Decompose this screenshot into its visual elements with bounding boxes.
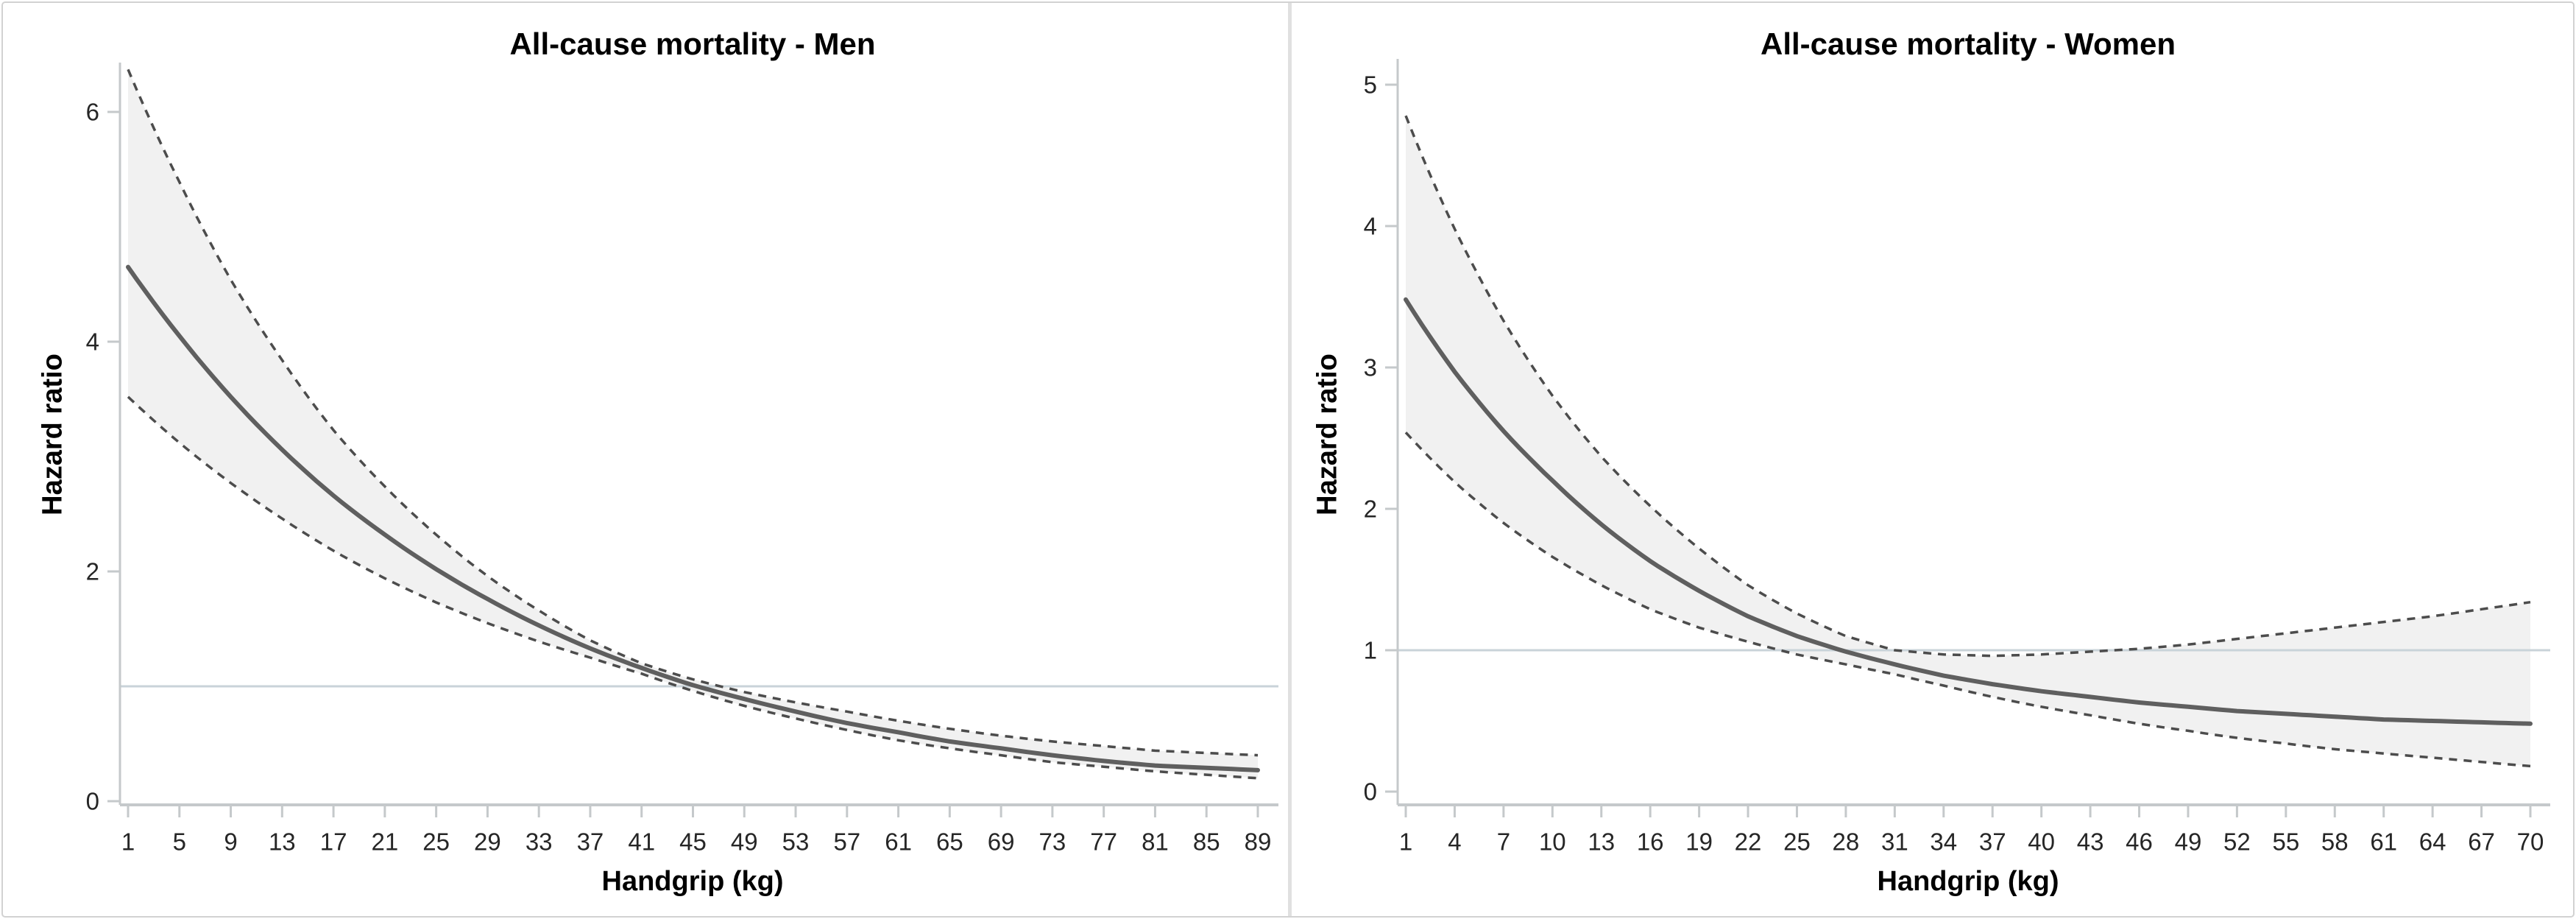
x-tick-label: 77 bbox=[1090, 828, 1117, 856]
x-axis-label-women: Handgrip (kg) bbox=[1877, 866, 2059, 897]
chart-title-men: All-cause mortality - Men bbox=[509, 27, 876, 61]
x-tick-label: 43 bbox=[2077, 828, 2104, 856]
y-tick-label: 3 bbox=[1364, 354, 1377, 381]
x-tick-label: 85 bbox=[1193, 828, 1220, 856]
x-tick-label: 1 bbox=[1399, 828, 1412, 856]
x-tick-label: 37 bbox=[1979, 828, 2006, 856]
x-tick-label: 34 bbox=[1930, 828, 1957, 856]
x-tick-label: 55 bbox=[2272, 828, 2299, 856]
y-axis-label-men: Hazard ratio bbox=[37, 353, 68, 515]
y-tick-label: 6 bbox=[86, 99, 99, 126]
y-tick-label: 2 bbox=[86, 558, 99, 585]
x-tick-label: 40 bbox=[2028, 828, 2055, 856]
x-tick-label: 16 bbox=[1637, 828, 1664, 856]
x-tick-label: 69 bbox=[988, 828, 1015, 856]
y-tick-label: 0 bbox=[1364, 778, 1377, 806]
x-tick-label: 22 bbox=[1735, 828, 1762, 856]
y-axis-label-women: Hazard ratio bbox=[1312, 353, 1343, 515]
y-tick-label: 4 bbox=[86, 328, 99, 356]
chart-title-women: All-cause mortality - Women bbox=[1760, 27, 2176, 61]
upper-ci-curve bbox=[1404, 115, 2531, 658]
x-tick-label: 41 bbox=[628, 828, 655, 856]
x-tick-label: 57 bbox=[833, 828, 860, 856]
x-tick-label: 52 bbox=[2223, 828, 2251, 856]
lower-ci-curve bbox=[127, 395, 1259, 780]
x-tick-label: 13 bbox=[1588, 828, 1615, 856]
x-tick-label: 19 bbox=[1685, 828, 1713, 856]
y-tick-label: 2 bbox=[1364, 496, 1377, 523]
x-tick-label: 31 bbox=[1881, 828, 1908, 856]
x-tick-label: 70 bbox=[2517, 828, 2544, 856]
hazard-ratio-curve bbox=[126, 264, 1260, 772]
x-tick-label: 4 bbox=[1448, 828, 1461, 856]
confidence-band bbox=[1406, 116, 2530, 767]
x-tick-label: 29 bbox=[474, 828, 501, 856]
y-tick-label: 1 bbox=[1364, 637, 1377, 664]
x-tick-label: 73 bbox=[1039, 828, 1066, 856]
x-tick-label: 33 bbox=[526, 828, 553, 856]
upper-ci-curve bbox=[127, 68, 1259, 757]
x-tick-label: 61 bbox=[885, 828, 912, 856]
x-tick-label: 9 bbox=[224, 828, 237, 856]
x-tick-label: 28 bbox=[1833, 828, 1860, 856]
x-tick-label: 21 bbox=[372, 828, 399, 856]
x-tick-label: 37 bbox=[577, 828, 604, 856]
x-tick-label: 65 bbox=[936, 828, 963, 856]
x-tick-label: 61 bbox=[2370, 828, 2397, 856]
x-tick-label: 5 bbox=[173, 828, 186, 856]
x-axis-label-men: Handgrip (kg) bbox=[601, 866, 784, 897]
x-tick-label: 1 bbox=[121, 828, 135, 856]
x-tick-label: 53 bbox=[782, 828, 810, 856]
x-tick-label: 25 bbox=[1783, 828, 1811, 856]
x-tick-label: 25 bbox=[422, 828, 450, 856]
x-tick-label: 81 bbox=[1142, 828, 1169, 856]
hazard-ratio-curve bbox=[1404, 297, 2533, 726]
x-tick-label: 17 bbox=[320, 828, 347, 856]
panel-divider bbox=[1288, 3, 1292, 916]
x-tick-label: 7 bbox=[1497, 828, 1510, 856]
x-tick-label: 67 bbox=[2468, 828, 2495, 856]
y-tick-label: 5 bbox=[1364, 71, 1377, 99]
x-tick-label: 49 bbox=[731, 828, 758, 856]
x-tick-label: 10 bbox=[1539, 828, 1566, 856]
x-tick-label: 13 bbox=[269, 828, 296, 856]
x-tick-label: 49 bbox=[2175, 828, 2202, 856]
x-tick-label: 45 bbox=[679, 828, 707, 856]
confidence-band bbox=[128, 69, 1258, 778]
y-tick-label: 0 bbox=[86, 788, 99, 815]
x-tick-label: 58 bbox=[2321, 828, 2349, 856]
x-tick-label: 64 bbox=[2419, 828, 2446, 856]
lower-ci-curve bbox=[1404, 432, 2531, 768]
x-tick-label: 46 bbox=[2126, 828, 2153, 856]
x-tick-label: 89 bbox=[1245, 828, 1272, 856]
y-tick-label: 4 bbox=[1364, 213, 1377, 240]
